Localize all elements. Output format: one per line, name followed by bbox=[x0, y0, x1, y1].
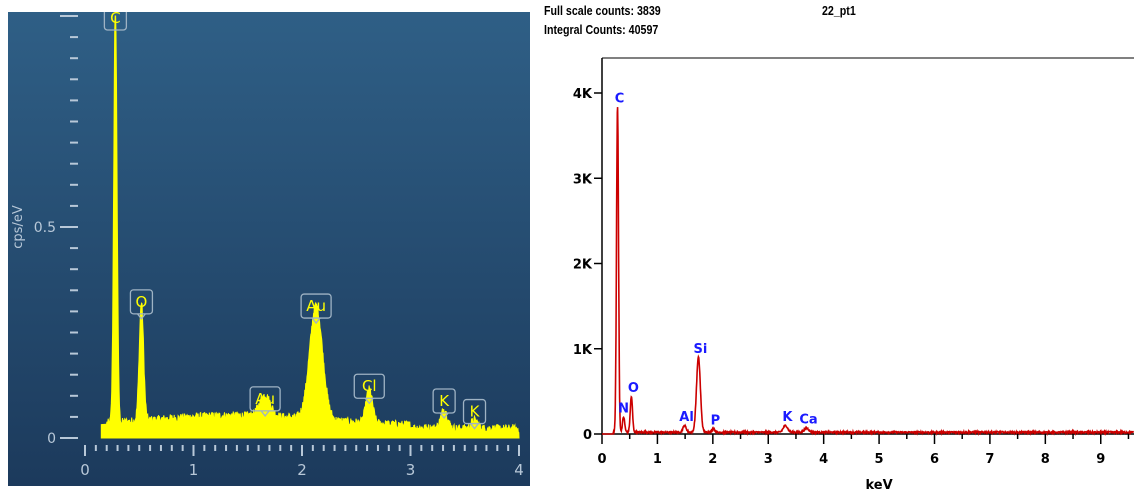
full-scale-counts-label: Full scale counts: 3839 bbox=[544, 3, 661, 18]
peak-label-au: Au bbox=[249, 386, 281, 417]
peak-label-box bbox=[462, 398, 487, 425]
y-tick-label: 0 bbox=[47, 431, 56, 447]
peak-label-text: O bbox=[136, 293, 148, 311]
peak-label-n: N bbox=[618, 402, 629, 417]
x-tick-label: 3 bbox=[406, 461, 416, 479]
peak-label-p: P bbox=[711, 414, 721, 429]
x-tick-label: 9 bbox=[1096, 452, 1105, 467]
peak-label-al: Al bbox=[679, 410, 694, 425]
peak-label-box bbox=[249, 386, 281, 412]
peak-label-box bbox=[103, 12, 128, 31]
peak-label-pointer bbox=[260, 410, 270, 417]
peak-label-text: C bbox=[110, 12, 120, 27]
peak-label-text: Cl bbox=[362, 377, 377, 395]
x-tick-label: 2 bbox=[297, 461, 307, 479]
sample-name-label: 22_pt1 bbox=[822, 3, 856, 18]
y-tick-label: 2K bbox=[573, 258, 593, 273]
x-tick-label: 5 bbox=[875, 452, 884, 467]
y-tick-label: 1K bbox=[573, 343, 593, 358]
peak-label-box bbox=[432, 388, 456, 414]
peak-label-pointer bbox=[364, 397, 374, 405]
x-tick-label: 4 bbox=[819, 452, 828, 467]
x-tick-label: 0 bbox=[80, 461, 90, 479]
x-tick-label: 6 bbox=[930, 452, 939, 467]
peak-label-text: K bbox=[439, 392, 450, 410]
spectrum-series bbox=[602, 107, 1134, 437]
right-spectrum-chart: 0 1K 2K 3K 4K 0 1 2 3 4 5 6 7 8 9 keV C NO Al Si P K Ca bbox=[573, 57, 1134, 493]
x-tick-label: 3 bbox=[764, 452, 773, 467]
peak-label-pointer bbox=[439, 412, 449, 420]
peak-label-k: K bbox=[432, 388, 456, 420]
y-tick-label: 3K bbox=[573, 172, 593, 187]
y-tick-label: 4K bbox=[573, 87, 593, 102]
peak-label-o: O bbox=[628, 381, 639, 396]
x-tick-label: 7 bbox=[985, 452, 994, 467]
x-tick-label: 0 bbox=[597, 452, 606, 467]
peak-label-c: C bbox=[103, 12, 128, 31]
peak-label-box bbox=[129, 289, 154, 315]
y-tick-label: 0.5 bbox=[34, 220, 56, 236]
peak-label-cl: Cl bbox=[353, 373, 385, 405]
left-spectrum-chart: cps/eV 0 0.5 0 1 2 3 4 C O Au Au Cl K K bbox=[8, 12, 530, 486]
peak-label-text: Au bbox=[255, 390, 275, 408]
x-tick-label: 1 bbox=[189, 461, 199, 479]
peak-label-k: K bbox=[462, 398, 487, 430]
peak-label-pointer bbox=[136, 313, 146, 320]
y-tick-label: 0 bbox=[583, 428, 592, 443]
x-tick-label: 1 bbox=[653, 452, 662, 467]
peak-label-pointer bbox=[311, 317, 321, 325]
peak-label-text: Au bbox=[306, 297, 326, 315]
x-tick-label: 4 bbox=[514, 461, 524, 479]
peak-label-text: K bbox=[470, 403, 481, 421]
peak-label-ca: Ca bbox=[799, 413, 817, 428]
peak-label-au: Au bbox=[300, 293, 332, 325]
peak-label-k: K bbox=[782, 410, 793, 425]
x-tick-label: 8 bbox=[1041, 452, 1050, 467]
peak-label-pointer bbox=[470, 423, 480, 430]
x-axis-label: keV bbox=[865, 478, 892, 493]
peak-label-o: O bbox=[129, 289, 154, 320]
x-tick-label: 2 bbox=[708, 452, 717, 467]
peak-label-box bbox=[353, 373, 385, 399]
integral-counts-label: Integral Counts: 40597 bbox=[544, 22, 659, 37]
y-axis-label: cps/eV bbox=[11, 205, 26, 249]
left-eds-spectrum-panel: cps/eV 0 0.5 0 1 2 3 4 C O Au Au Cl K K bbox=[8, 12, 530, 486]
peak-label-box bbox=[300, 293, 332, 319]
right-eds-spectrum-panel: Full scale counts: 3839 22_pt1 Integral … bbox=[540, 0, 1134, 494]
peak-label-c: C bbox=[615, 92, 625, 107]
spectrum-series bbox=[100, 15, 520, 439]
peak-label-si: Si bbox=[694, 342, 708, 357]
